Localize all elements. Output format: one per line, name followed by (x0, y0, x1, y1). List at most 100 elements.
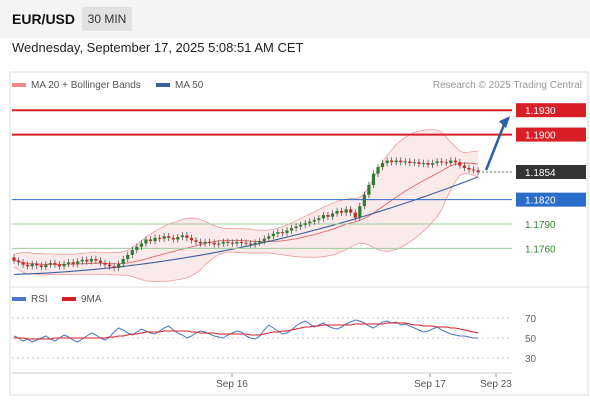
candle (244, 239, 248, 247)
candle (148, 236, 153, 245)
candle (253, 239, 257, 248)
candle-body (121, 258, 125, 264)
candle (221, 238, 225, 247)
bollinger-band (14, 129, 479, 282)
candle (471, 166, 476, 174)
candle (212, 239, 216, 248)
candle (139, 240, 143, 251)
candle (303, 219, 307, 229)
candle-body (399, 160, 403, 163)
price-level-badge (516, 127, 586, 142)
bollinger-lower-line (13, 172, 479, 283)
candle-body (289, 228, 294, 231)
candle-body (271, 233, 275, 237)
candle-body (117, 263, 121, 268)
candle-body (71, 262, 75, 264)
candle-body (226, 241, 230, 243)
candle (39, 262, 43, 271)
candle-body (299, 224, 303, 227)
candle-body (30, 263, 34, 267)
candle-body (112, 266, 116, 268)
candle-body (362, 194, 366, 207)
candle (67, 258, 71, 268)
candle-body (48, 263, 52, 265)
rsi-panel-border (9, 286, 589, 396)
candle (408, 158, 412, 167)
candle (285, 227, 289, 237)
candle (412, 158, 416, 167)
candle-body (249, 243, 253, 245)
candle (271, 230, 275, 240)
timeframe-button[interactable]: 30 MIN (82, 7, 132, 31)
candle-body (158, 237, 162, 239)
price-level-text: 1.1760 (525, 244, 556, 255)
candle-body (208, 241, 212, 243)
legend-ma20-bollinger: MA 20 + Bollinger Bands (12, 80, 141, 91)
candle-body (358, 206, 362, 218)
candle (144, 236, 148, 247)
candle (153, 234, 157, 245)
candle-body (458, 162, 462, 166)
candle-body (21, 262, 25, 265)
candle-body (35, 263, 39, 266)
candle-body (449, 160, 453, 164)
price-level-label-1.1760: 1.1760 (525, 244, 556, 255)
legend-label: MA 20 + Bollinger Bands (31, 80, 141, 91)
candle-body (135, 246, 139, 251)
legend-swatch (156, 83, 170, 88)
candle (103, 259, 107, 268)
candle-body (431, 163, 435, 165)
candle-body (380, 163, 385, 168)
candle (444, 158, 448, 167)
candle (85, 256, 89, 265)
candle-body (276, 232, 280, 234)
candle-body (139, 243, 143, 247)
candle-body (198, 241, 203, 244)
candle-body (408, 161, 412, 164)
candle (262, 235, 266, 245)
candle (180, 232, 184, 241)
candle-body (12, 257, 16, 261)
candle (44, 261, 48, 271)
candle-body (285, 230, 289, 233)
candle (421, 159, 426, 168)
candle-body (440, 161, 444, 163)
candle-body (435, 161, 439, 164)
candle-body (294, 226, 298, 229)
candle (48, 259, 52, 268)
research-credit: Research © 2025 Trading Central (432, 80, 582, 91)
legend-label: MA 50 (175, 80, 204, 91)
candle-body (203, 241, 207, 244)
forecast-arrow-shaft (484, 121, 507, 171)
candle (371, 170, 376, 189)
candle (431, 159, 435, 168)
candle-body (67, 262, 71, 264)
candle-body (317, 218, 321, 220)
legend-9ma: 9MA (62, 294, 102, 305)
candle-body (176, 237, 180, 240)
price-level-text: 1.1820 (525, 196, 556, 207)
candle (89, 255, 93, 265)
candle-body (403, 161, 407, 163)
candle (312, 216, 316, 225)
bollinger-upper-line (13, 129, 479, 255)
candle-body (130, 250, 134, 255)
candle-body (467, 167, 471, 170)
candle (358, 202, 362, 221)
candle-body (385, 160, 389, 164)
legend-swatch (12, 83, 26, 88)
candle (226, 238, 230, 246)
price-level-label-1.1790: 1.1790 (525, 220, 556, 231)
candle-body (39, 265, 43, 268)
candle-body (280, 232, 285, 234)
candle-body (394, 160, 398, 163)
candle-body (144, 239, 148, 244)
candle-body (85, 259, 89, 262)
candle (403, 158, 407, 166)
candle (185, 232, 189, 242)
candle-body (148, 239, 153, 242)
candle (107, 261, 112, 270)
candle (194, 237, 198, 246)
candle (299, 221, 303, 230)
